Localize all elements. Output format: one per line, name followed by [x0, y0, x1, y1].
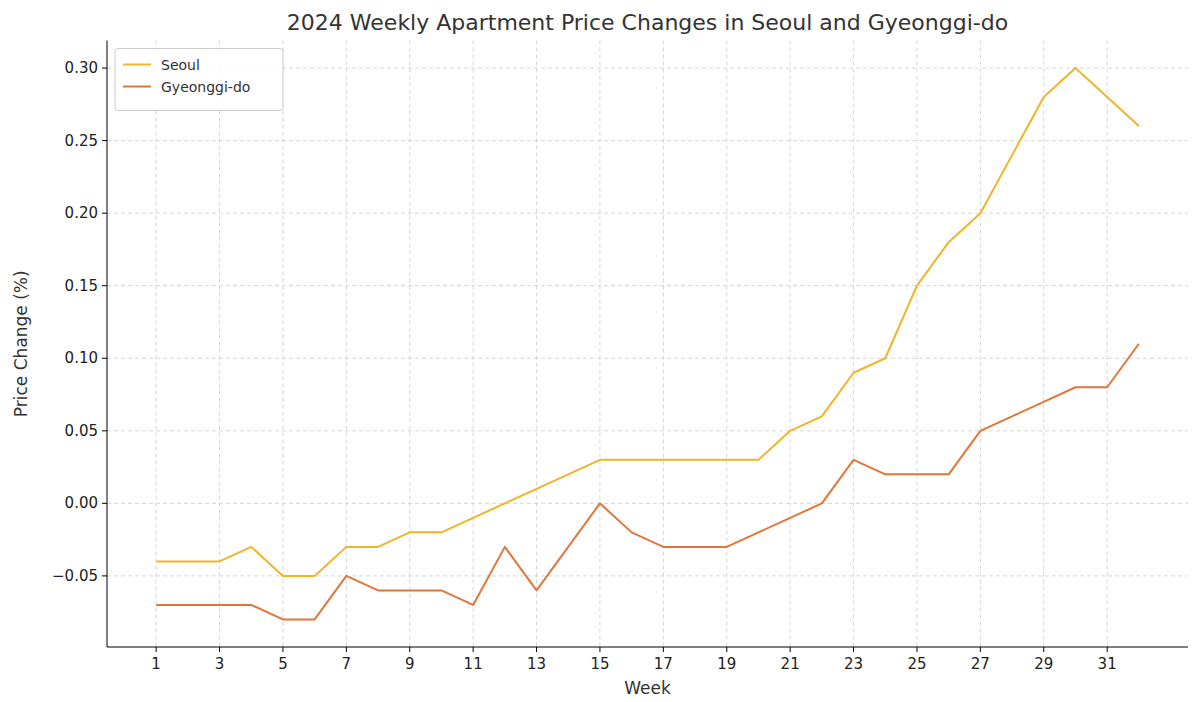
x-tick-label: 21	[781, 655, 800, 673]
grid-line-y	[107, 285, 1188, 286]
grid-line-y	[107, 430, 1188, 431]
y-tick	[102, 358, 107, 359]
x-tick	[346, 647, 347, 652]
x-tick-label: 1	[151, 655, 161, 673]
x-tick-label: 3	[215, 655, 225, 673]
y-tick	[102, 575, 107, 576]
x-tick-label: 29	[1034, 655, 1053, 673]
legend-swatch	[123, 86, 151, 88]
legend-swatch	[123, 64, 151, 66]
legend-label: Seoul	[161, 57, 200, 73]
x-tick	[599, 647, 600, 652]
grid-line-y	[107, 503, 1188, 504]
x-tick	[473, 647, 474, 652]
grid-line-x	[1043, 41, 1044, 648]
y-tick	[102, 68, 107, 69]
grid-line-y	[107, 213, 1188, 214]
x-tick	[663, 647, 664, 652]
x-axis-line	[107, 647, 1188, 648]
grid-line-x	[853, 41, 854, 648]
x-tick-label: 25	[907, 655, 926, 673]
grid-line-x	[473, 41, 474, 648]
grid	[107, 41, 1188, 648]
y-tick-label: 0.25	[65, 132, 98, 150]
x-tick	[1107, 647, 1108, 652]
x-tick-label: 7	[342, 655, 352, 673]
y-tick-label: 0.15	[65, 277, 98, 295]
x-tick	[980, 647, 981, 652]
x-tick-label: 27	[971, 655, 990, 673]
chart: 135791113151719212325272931−0.050.000.05…	[0, 0, 1200, 702]
x-tick-label: 13	[527, 655, 546, 673]
y-tick-label: 0.30	[65, 59, 98, 77]
grid-line-x	[346, 41, 347, 648]
series-group	[156, 68, 1139, 619]
title: 2024 Weekly Apartment Price Changes in S…	[287, 10, 1008, 35]
y-tick-label: 0.10	[65, 349, 98, 367]
grid-line-x	[156, 41, 157, 648]
x-tick-label: 9	[405, 655, 415, 673]
x-tick-label: 23	[844, 655, 863, 673]
grid-line-x	[726, 41, 727, 648]
grid-line-x	[219, 41, 220, 648]
x-axis-label: Week	[624, 678, 671, 698]
x-tick-label: 5	[278, 655, 288, 673]
x-tick	[409, 647, 410, 652]
y-tick	[102, 213, 107, 214]
x-tick-label: 31	[1098, 655, 1117, 673]
grid-line-x	[409, 41, 410, 648]
grid-line-x	[536, 41, 537, 648]
y-tick	[102, 140, 107, 141]
grid-line-x	[916, 41, 917, 648]
legend-label: Gyeonggi-do	[161, 79, 250, 95]
legend-box	[115, 49, 283, 111]
x-tick	[536, 647, 537, 652]
y-tick-label: 0.00	[65, 494, 98, 512]
y-tick	[102, 503, 107, 504]
grid-line-y	[107, 575, 1188, 576]
grid-line-x	[790, 41, 791, 648]
x-tick	[916, 647, 917, 652]
y-tick-label: 0.05	[65, 422, 98, 440]
x-tick	[1043, 647, 1044, 652]
x-tick-label: 11	[464, 655, 483, 673]
x-tick-label: 19	[717, 655, 736, 673]
grid-line-y	[107, 140, 1188, 141]
y-tick	[102, 430, 107, 431]
x-tick	[790, 647, 791, 652]
x-tick	[219, 647, 220, 652]
grid-line-y	[107, 358, 1188, 359]
y-tick-label: 0.20	[65, 204, 98, 222]
series-line	[156, 68, 1139, 576]
grid-line-x	[663, 41, 664, 648]
grid-line-x	[599, 41, 600, 648]
y-axis-line	[107, 41, 108, 648]
grid-line-x	[980, 41, 981, 648]
x-tick	[726, 647, 727, 652]
x-tick	[853, 647, 854, 652]
y-axis-label: Price Change (%)	[11, 270, 31, 417]
x-tick-label: 17	[654, 655, 673, 673]
grid-line-x	[282, 41, 283, 648]
series-line	[156, 344, 1139, 620]
y-tick-label: −0.05	[52, 567, 98, 585]
grid-line-x	[1107, 41, 1108, 648]
legend: Seoul Gyeonggi-do	[115, 49, 283, 111]
x-tick	[156, 647, 157, 652]
x-tick	[282, 647, 283, 652]
background	[0, 0, 1200, 702]
x-tick-label: 15	[590, 655, 609, 673]
y-tick	[102, 285, 107, 286]
